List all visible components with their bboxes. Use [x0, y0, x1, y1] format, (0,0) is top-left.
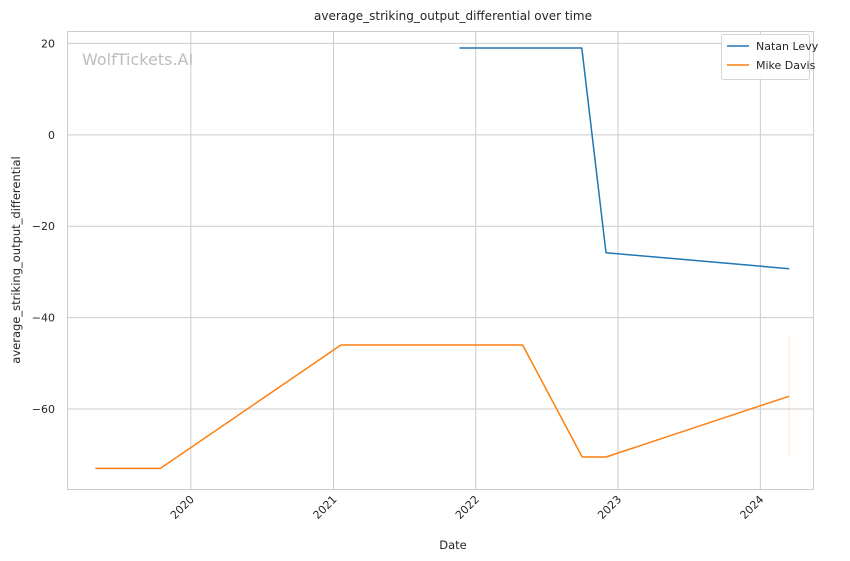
y-tick-label: 0: [48, 129, 55, 142]
y-tick-label: −40: [32, 312, 55, 325]
grid: [68, 32, 813, 489]
series-line-mike-davis: [95, 344, 790, 470]
legend: Natan Levy Mike Davis: [721, 34, 819, 80]
chart-title: average_striking_output_differential ove…: [314, 9, 592, 23]
y-tick-label: 20: [41, 37, 55, 50]
series-line-natan-levy: [459, 47, 790, 270]
x-axis-title: Date: [439, 538, 467, 552]
y-tick-label: −60: [32, 403, 55, 416]
series-lines: [95, 47, 790, 470]
y-tick-label: −20: [32, 220, 55, 233]
legend-label-natan-levy: Natan Levy: [756, 40, 819, 53]
y-axis-title: average_striking_output_differential: [9, 156, 23, 363]
legend-label-mike-davis: Mike Davis: [756, 59, 816, 72]
plot-frame: [67, 31, 814, 490]
watermark-text: WolfTickets.AI: [82, 50, 193, 69]
